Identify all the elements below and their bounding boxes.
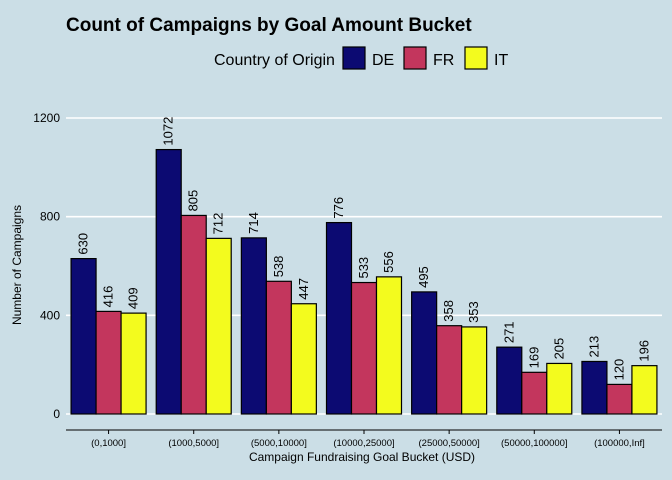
y-axis-title: Number of Campaigns (10, 205, 24, 325)
data-label: 447 (296, 278, 311, 300)
bar-fr (180, 214, 207, 415)
data-label: 712 (211, 213, 226, 235)
data-label: 213 (586, 336, 601, 358)
legend-label-de: DE (372, 52, 394, 69)
data-labels: 630 416 409 1072 805 712 714 538 447 776 533 556 495… (76, 117, 652, 381)
bar-fr (350, 281, 378, 415)
legend-label-fr: FR (433, 52, 454, 69)
bars (70, 148, 658, 415)
data-label: 353 (466, 301, 481, 323)
bar-it (631, 365, 658, 415)
legend-label-it: IT (494, 52, 508, 69)
y-tick-label: 400 (40, 308, 60, 322)
bar-de (155, 148, 182, 415)
bar-fr (95, 310, 122, 415)
bar-fr (265, 280, 292, 415)
data-label: 714 (246, 212, 261, 234)
data-label: 805 (186, 190, 201, 212)
x-tick-label: (100000,Inf] (594, 438, 645, 449)
data-label: 495 (416, 266, 431, 288)
bar-it (375, 276, 403, 415)
x-tick-label: (1000,5000] (168, 438, 219, 449)
data-label: 271 (501, 321, 516, 343)
x-tick-label: (10000,25000] (333, 438, 394, 449)
x-tick-label: (25000,50000] (419, 438, 480, 449)
data-label: 358 (441, 300, 456, 322)
data-label: 416 (101, 286, 116, 308)
data-label: 409 (126, 287, 141, 309)
y-tick-label: 0 (53, 407, 60, 421)
legend: Country of Origin DE FR IT (214, 46, 508, 70)
bar-de (325, 221, 353, 415)
data-label: 196 (636, 340, 651, 362)
data-label: 630 (76, 233, 91, 255)
data-label: 205 (551, 338, 566, 360)
axes: 0 400 800 1200 (0,1000] (1000,5000] (5000,1000… (33, 111, 662, 449)
bar-fr (521, 371, 548, 415)
y-tick-label: 1200 (33, 111, 60, 125)
data-label: 776 (331, 197, 346, 219)
bar-fr (606, 383, 633, 415)
x-axis-title: Campaign Fundraising Goal Bucket (USD) (249, 450, 475, 464)
legend-key-fr (403, 46, 427, 70)
y-tick-label: 800 (40, 210, 60, 224)
bar-it (461, 326, 488, 415)
x-tick-label: (0,1000] (91, 438, 126, 449)
data-label: 556 (381, 251, 396, 273)
legend-title: Country of Origin (214, 52, 335, 69)
bar-de (240, 237, 267, 415)
data-label: 1072 (161, 117, 176, 146)
bar-de (581, 360, 608, 415)
bar-it (205, 237, 232, 415)
bar-it (546, 362, 573, 415)
data-label: 169 (526, 347, 541, 369)
data-label: 120 (611, 359, 626, 381)
bar-de (496, 346, 523, 415)
bar-de (411, 291, 438, 415)
bar-it (290, 303, 317, 415)
bar-fr (436, 325, 463, 415)
legend-key-it (464, 46, 488, 70)
x-tick-label: (50000,100000] (501, 438, 568, 449)
bar-it (120, 312, 147, 415)
data-label: 538 (271, 256, 286, 278)
bar-de (70, 258, 97, 415)
data-label: 533 (356, 257, 371, 279)
legend-key-de (342, 46, 366, 70)
chart-title: Count of Campaigns by Goal Amount Bucket (66, 15, 472, 36)
x-tick-label: (5000,10000] (251, 438, 307, 449)
